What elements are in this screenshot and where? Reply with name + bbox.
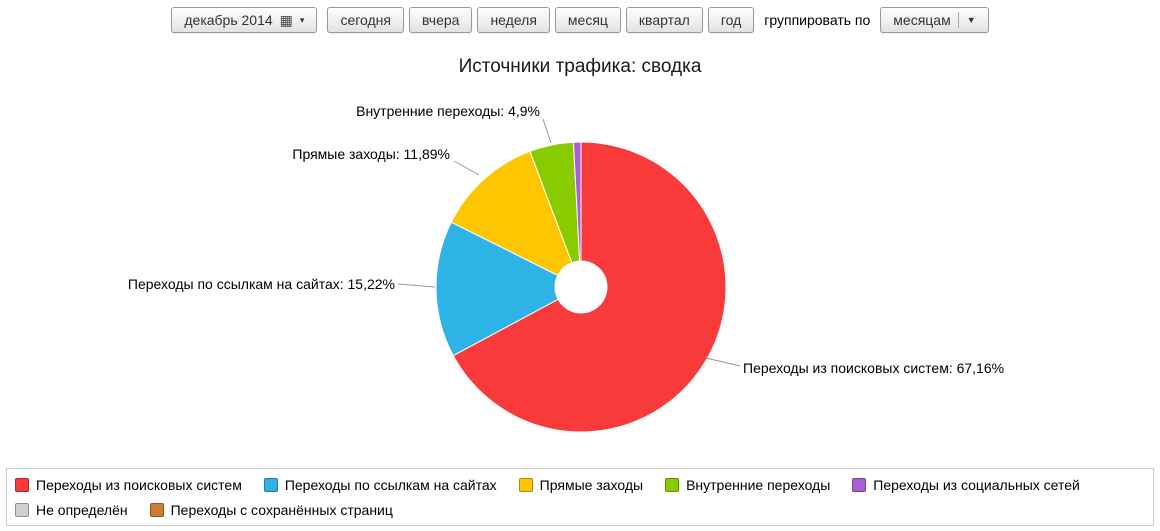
- legend-item-undefined[interactable]: Не определён: [15, 502, 128, 518]
- legend-label: Не определён: [36, 501, 128, 518]
- slice-label-direct: Прямые заходы: 11,89%: [292, 146, 450, 162]
- pie-slice-2[interactable]: [450, 150, 573, 277]
- callout-line: [397, 283, 436, 288]
- chevron-down-icon: ▾: [299, 14, 305, 25]
- legend-item-direct[interactable]: Прямые заходы: [518, 476, 644, 493]
- legend-item-site-links[interactable]: Переходы по ссылкам на сайтах: [263, 476, 497, 493]
- legend-swatch: [263, 477, 278, 492]
- callout-line: [542, 118, 552, 144]
- date-picker-button[interactable]: декабрь 2014 ▦ ▾: [171, 7, 318, 33]
- toolbar: декабрь 2014 ▦ ▾ сегодня вчера неделя ме…: [0, 7, 1160, 33]
- callout-line: [705, 357, 741, 367]
- date-picker-label: декабрь 2014: [184, 12, 273, 28]
- period-button-today[interactable]: сегодня: [327, 7, 404, 33]
- slice-label-site-links: Переходы по ссылкам на сайтах: 15,22%: [127, 276, 395, 292]
- period-button-quarter[interactable]: квартал: [625, 7, 703, 33]
- legend-label: Переходы с сохранённых страниц: [170, 501, 393, 518]
- legend-label: Переходы из социальных сетей: [873, 476, 1080, 493]
- group-by-label: группировать по: [764, 12, 871, 28]
- pie-slice-1[interactable]: [435, 221, 559, 357]
- legend-swatch: [15, 477, 29, 492]
- legend-item-search[interactable]: Переходы из поисковых систем: [15, 477, 242, 493]
- calendar-icon: ▦: [279, 12, 293, 28]
- legend-swatch: [518, 477, 533, 492]
- legend-swatch: [149, 502, 164, 517]
- legend-swatch: [852, 477, 867, 492]
- group-by-select[interactable]: месяцам ▼: [880, 7, 989, 33]
- legend-label: Прямые заходы: [539, 476, 644, 493]
- legend-item-saved-pages[interactable]: Переходы с сохранённых страниц: [149, 501, 393, 518]
- legend-row: Не определён Переходы с сохранённых стра…: [15, 497, 1145, 522]
- legend: Переходы из поисковых систем Переходы по…: [6, 468, 1154, 526]
- legend-label: Внутренние переходы: [686, 476, 831, 493]
- period-button-yesterday[interactable]: вчера: [408, 7, 473, 33]
- period-button-week[interactable]: неделя: [477, 7, 550, 33]
- legend-item-social[interactable]: Переходы из социальных сетей: [852, 477, 1080, 493]
- slice-label-search: Переходы из поисковых систем: 67,16%: [743, 360, 1005, 376]
- group-by-value: месяцам: [893, 12, 951, 28]
- slice-label-internal: Внутренние переходы: 4,9%: [356, 103, 540, 119]
- period-button-month[interactable]: месяц: [554, 7, 621, 33]
- legend-item-internal[interactable]: Внутренние переходы: [665, 477, 830, 493]
- legend-label: Переходы из поисковых систем: [36, 476, 242, 493]
- callout-line: [453, 160, 480, 176]
- period-button-group: сегодня вчера неделя месяц квартал год: [327, 7, 755, 33]
- legend-label: Переходы по ссылкам на сайтах: [284, 476, 497, 493]
- legend-row: Переходы из поисковых систем Переходы по…: [15, 472, 1145, 497]
- legend-swatch: [665, 477, 680, 492]
- pie-slice-4[interactable]: [572, 141, 582, 262]
- chart-title: Источники трафика: сводка: [458, 56, 702, 77]
- legend-swatch: [15, 502, 29, 517]
- pie-slice-0[interactable]: [452, 141, 727, 433]
- chevron-down-icon: ▼: [957, 12, 976, 28]
- period-button-year[interactable]: год: [707, 7, 755, 33]
